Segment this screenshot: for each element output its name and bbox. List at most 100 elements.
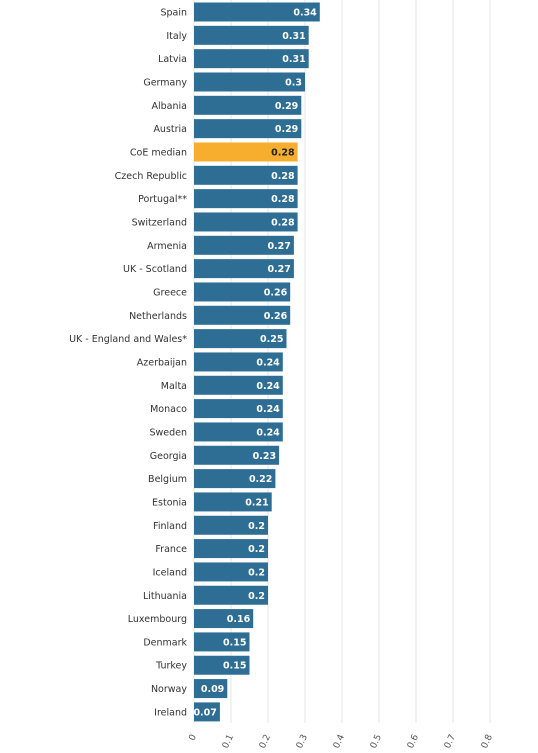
bar	[194, 95, 302, 115]
x-tick-label: 0.6	[406, 733, 421, 750]
bar	[194, 259, 294, 279]
bar	[194, 679, 228, 699]
value-label: 0.25	[260, 334, 283, 345]
x-tick-label: 0.5	[369, 733, 384, 750]
value-label: 0.22	[249, 474, 272, 485]
x-tick-label: 0	[187, 733, 199, 743]
value-label: 0.24	[256, 381, 280, 392]
y-tick-label: UK - Scotland	[123, 264, 187, 275]
y-tick-label: Italy	[166, 31, 187, 42]
y-tick-label: Malta	[161, 381, 187, 392]
value-label: 0.2	[248, 567, 265, 578]
value-label: 0.24	[256, 427, 280, 438]
bar	[194, 702, 220, 722]
value-label: 0.07	[193, 707, 216, 718]
value-label: 0.31	[282, 31, 305, 42]
y-tick-label: Latvia	[158, 54, 187, 65]
value-label: 0.27	[267, 264, 290, 275]
x-tick-label: 0.7	[443, 733, 458, 750]
bar	[194, 655, 250, 675]
y-tick-label: Spain	[160, 8, 187, 19]
value-label: 0.21	[245, 497, 268, 508]
bar	[194, 282, 291, 302]
value-label: 0.26	[264, 311, 288, 322]
value-label: 0.2	[248, 544, 265, 555]
bar	[194, 189, 298, 209]
y-tick-label: Germany	[143, 77, 187, 88]
bar	[194, 2, 320, 22]
bar	[194, 585, 268, 605]
y-tick-label: Switzerland	[132, 217, 187, 228]
value-label: 0.28	[271, 171, 295, 182]
value-label: 0.24	[256, 404, 280, 415]
bar	[194, 399, 283, 419]
y-tick-label: Turkey	[155, 661, 187, 672]
y-tick-label: France	[155, 544, 187, 555]
value-label: 0.09	[201, 684, 224, 695]
y-tick-label: Luxembourg	[128, 614, 187, 625]
y-tick-label: Netherlands	[129, 311, 187, 322]
value-label: 0.3	[285, 77, 302, 88]
x-tick-label: 0.8	[480, 733, 495, 750]
y-tick-label: Austria	[153, 124, 187, 135]
x-tick-label: 0.2	[258, 733, 273, 750]
y-tick-label: Denmark	[143, 637, 187, 648]
value-label: 0.16	[227, 614, 251, 625]
y-tick-label: UK - England and Wales*	[69, 334, 187, 345]
x-tick-label: 0.1	[221, 733, 236, 750]
y-tick-label: Georgia	[150, 451, 187, 462]
y-tick-label: Estonia	[152, 497, 187, 508]
y-tick-label: CoE median	[130, 147, 187, 158]
y-tick-label: Czech Republic	[115, 171, 187, 182]
value-label: 0.27	[267, 241, 290, 252]
bar	[194, 212, 298, 232]
value-label: 0.24	[256, 357, 280, 368]
y-tick-label: Azerbaijan	[137, 357, 187, 368]
value-label: 0.28	[271, 147, 295, 158]
value-label: 0.15	[223, 661, 246, 672]
bar	[194, 539, 268, 559]
bar	[194, 469, 276, 489]
bar	[194, 165, 298, 185]
y-tick-label: Lithuania	[143, 591, 187, 602]
bar	[194, 632, 250, 652]
y-tick-label: Ireland	[154, 707, 187, 718]
bar	[194, 352, 283, 372]
value-label: 0.29	[275, 124, 298, 135]
bar	[194, 142, 298, 162]
value-label: 0.2	[248, 591, 265, 602]
value-label: 0.28	[271, 194, 295, 205]
bar	[194, 422, 283, 442]
y-tick-label: Armenia	[147, 241, 187, 252]
y-tick-label: Iceland	[153, 567, 187, 578]
value-label: 0.2	[248, 521, 265, 532]
y-tick-label: Monaco	[150, 404, 187, 415]
value-label: 0.29	[275, 101, 298, 112]
bar	[194, 305, 291, 325]
bar	[194, 562, 268, 582]
value-label: 0.28	[271, 217, 295, 228]
x-tick-label: 0.4	[332, 733, 347, 750]
value-label: 0.26	[264, 287, 288, 298]
y-tick-label: Portugal**	[138, 194, 187, 205]
bar	[194, 609, 254, 629]
y-tick-label: Sweden	[149, 427, 187, 438]
y-tick-label: Greece	[153, 287, 187, 298]
y-tick-label: Norway	[151, 684, 187, 695]
value-label: 0.34	[293, 8, 317, 19]
bar	[194, 72, 305, 92]
bar	[194, 25, 309, 45]
x-tick-label: 0.3	[295, 733, 310, 750]
bar	[194, 375, 283, 395]
value-label: 0.23	[253, 451, 276, 462]
bar	[194, 492, 272, 512]
value-label: 0.15	[223, 637, 246, 648]
y-tick-label: Finland	[153, 521, 187, 532]
bar	[194, 329, 287, 349]
bar	[194, 515, 268, 535]
y-tick-label: Albania	[152, 101, 187, 112]
bar	[194, 235, 294, 255]
value-label: 0.31	[282, 54, 305, 65]
bar	[194, 445, 280, 465]
